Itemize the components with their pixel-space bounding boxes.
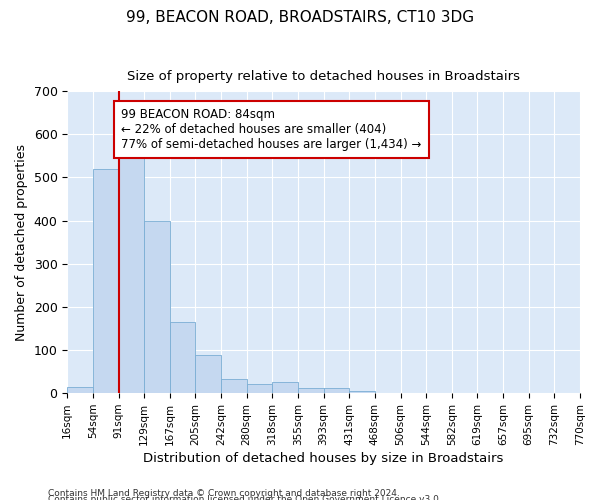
Bar [272,382,298,393]
Bar [144,220,170,393]
Bar [119,143,144,393]
Y-axis label: Number of detached properties: Number of detached properties [15,144,28,340]
Bar [170,322,196,393]
Text: Contains HM Land Registry data © Crown copyright and database right 2024.: Contains HM Land Registry data © Crown c… [48,488,400,498]
Text: 99 BEACON ROAD: 84sqm
← 22% of detached houses are smaller (404)
77% of semi-det: 99 BEACON ROAD: 84sqm ← 22% of detached … [121,108,421,152]
Bar [196,355,221,393]
X-axis label: Distribution of detached houses by size in Broadstairs: Distribution of detached houses by size … [143,452,504,465]
Bar [349,391,375,393]
Title: Size of property relative to detached houses in Broadstairs: Size of property relative to detached ho… [127,70,520,83]
Text: Contains public sector information licensed under the Open Government Licence v3: Contains public sector information licen… [48,495,442,500]
Bar [67,386,93,393]
Bar [221,380,247,393]
Text: 99, BEACON ROAD, BROADSTAIRS, CT10 3DG: 99, BEACON ROAD, BROADSTAIRS, CT10 3DG [126,10,474,25]
Bar [247,384,272,393]
Bar [93,169,119,393]
Bar [323,388,349,393]
Bar [298,388,323,393]
